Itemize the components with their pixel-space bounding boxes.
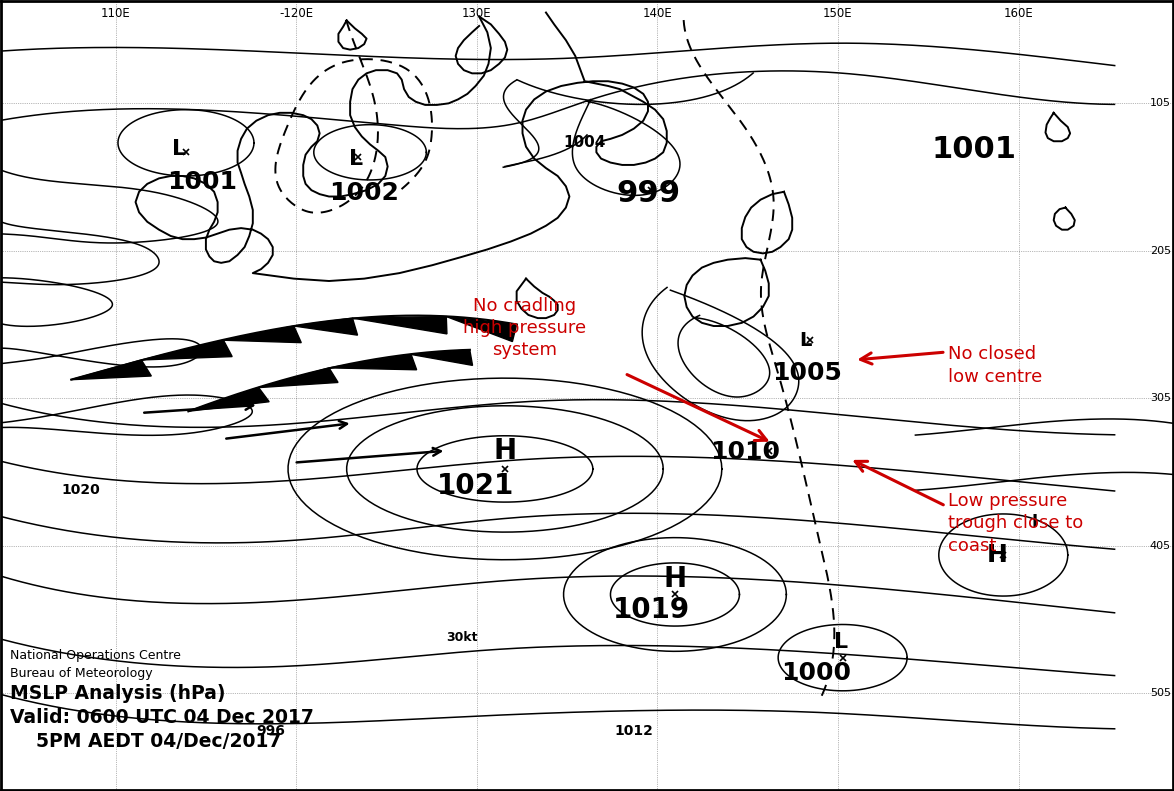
Text: 130E: 130E	[461, 7, 492, 20]
Text: L: L	[349, 149, 363, 168]
Polygon shape	[141, 340, 232, 360]
Text: 1004: 1004	[564, 135, 606, 150]
Text: 1000: 1000	[781, 661, 851, 686]
Text: 1012: 1012	[614, 724, 654, 738]
Polygon shape	[352, 316, 447, 334]
Text: 160E: 160E	[1004, 7, 1033, 20]
Polygon shape	[329, 354, 417, 369]
Text: 5PM AEDT 04/Dec/2017: 5PM AEDT 04/Dec/2017	[11, 732, 282, 751]
Text: 999: 999	[616, 179, 680, 208]
Text: -120E: -120E	[279, 7, 313, 20]
Text: 405: 405	[1149, 540, 1170, 551]
Text: 1020: 1020	[61, 483, 100, 498]
Text: L: L	[171, 139, 185, 159]
Text: Valid: 0600 UTC 04 Dec 2017: Valid: 0600 UTC 04 Dec 2017	[11, 708, 313, 727]
Text: No closed
low centre: No closed low centre	[949, 346, 1043, 385]
Text: L: L	[835, 632, 849, 652]
Text: I: I	[1032, 513, 1038, 531]
Text: 1005: 1005	[772, 361, 843, 385]
Polygon shape	[411, 350, 472, 365]
Text: 205: 205	[1149, 246, 1170, 256]
Text: 1001: 1001	[931, 134, 1017, 164]
Text: H: H	[493, 437, 517, 465]
Polygon shape	[446, 316, 517, 342]
Text: 150E: 150E	[823, 7, 852, 20]
Text: H: H	[663, 565, 687, 592]
Polygon shape	[223, 326, 302, 343]
Polygon shape	[258, 368, 338, 388]
Text: 105: 105	[1151, 98, 1170, 108]
Text: MSLP Analysis (hPa): MSLP Analysis (hPa)	[11, 684, 225, 703]
Text: Low pressure
trough close to
coast: Low pressure trough close to coast	[949, 492, 1084, 554]
Text: 110E: 110E	[101, 7, 130, 20]
Text: 996: 996	[256, 724, 285, 738]
Text: 1010: 1010	[710, 441, 781, 464]
Text: 505: 505	[1151, 688, 1170, 698]
Text: 1019: 1019	[613, 596, 690, 624]
Text: L: L	[799, 331, 811, 350]
Text: 1001: 1001	[168, 170, 237, 195]
Polygon shape	[188, 388, 269, 411]
Text: No cradling
high pressure
system: No cradling high pressure system	[464, 297, 587, 359]
Text: Bureau of Meteorology: Bureau of Meteorology	[11, 667, 153, 679]
Text: 1021: 1021	[437, 472, 514, 500]
Text: 140E: 140E	[642, 7, 673, 20]
Text: 305: 305	[1151, 393, 1170, 403]
Text: National Operations Centre: National Operations Centre	[11, 649, 181, 661]
Text: H: H	[987, 543, 1007, 567]
Text: 30kt: 30kt	[446, 630, 478, 644]
Polygon shape	[72, 360, 151, 380]
Text: 1002: 1002	[329, 181, 399, 206]
Polygon shape	[294, 318, 358, 335]
